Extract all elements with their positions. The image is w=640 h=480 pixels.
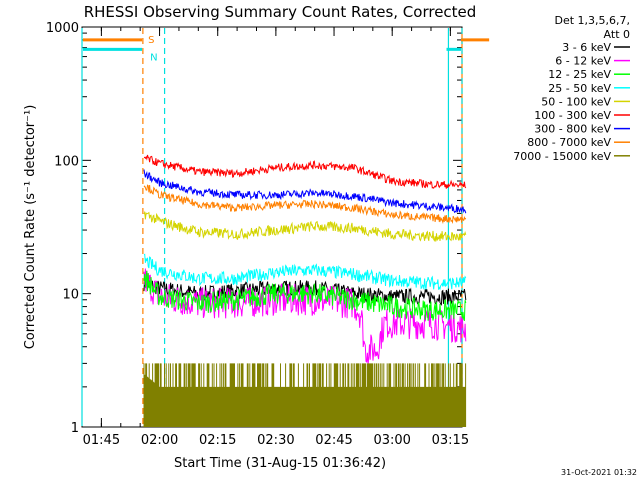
axis-ticks: 1 10 100 1000 01:45 02:00 02:15 02:30 02:45 03:00… [46,21,469,448]
flag-label-n: N [150,52,157,63]
series-line-100-300-kev [143,154,467,189]
legend-label-6-12-kev: 6 - 12 keV [555,55,611,68]
legend-header-line-1: Det 1,3,5,6,7, [554,14,630,27]
x-tick-label-03-15: 03:15 [432,433,469,448]
y-tick-label-1: 1 [71,421,79,436]
y-tick-label-100: 100 [54,154,79,169]
legend-label-7000-15000-kev: 7000 - 15000 keV [513,150,611,163]
x-tick-label-02-00: 02:00 [141,433,178,448]
x-tick-label-03-00: 03:00 [373,433,410,448]
legend-label-300-800-kev: 300 - 800 keV [534,123,611,136]
flag-label-s: S [148,35,154,46]
series-line-7000-15000-kev [143,363,467,427]
legend-label-100-300-kev: 100 - 300 keV [534,109,611,122]
y-tick-label-10: 10 [62,288,79,303]
legend-label-3-6-kev: 3 - 6 keV [562,41,611,54]
legend-label-12-25-kev: 12 - 25 keV [548,68,611,81]
x-tick-label-02-15: 02:15 [199,433,236,448]
legend-label-25-50-kev: 25 - 50 keV [548,82,611,95]
series-line-50-100-kev [143,210,467,242]
series-line-300-800-kev [143,169,467,214]
legend-label-800-7000-kev: 800 - 7000 keV [527,136,611,149]
footer-timestamp: 31-Oct-2021 01:32 [561,468,637,477]
x-tick-label-02-45: 02:45 [315,433,352,448]
legend-header-line-2: Att 0 [604,28,630,41]
plot-area: SN [81,28,490,427]
series-line-12-25-kev [143,270,467,322]
legend-label-50-100-kev: 50 - 100 keV [541,95,611,108]
x-axis-label: Start Time (31-Aug-15 01:36:42) [174,456,386,471]
x-tick-label-01-45: 01:45 [83,433,120,448]
y-axis-label: Corrected Count Rate (s⁻¹ detector⁻¹) [23,105,38,350]
x-tick-label-02-30: 02:30 [257,433,294,448]
series-line-800-7000-kev [143,184,467,225]
y-tick-label-1000: 1000 [46,21,79,36]
series-line-25-50-kev [143,253,467,291]
chart-title: RHESSI Observing Summary Count Rates, Co… [84,3,477,21]
